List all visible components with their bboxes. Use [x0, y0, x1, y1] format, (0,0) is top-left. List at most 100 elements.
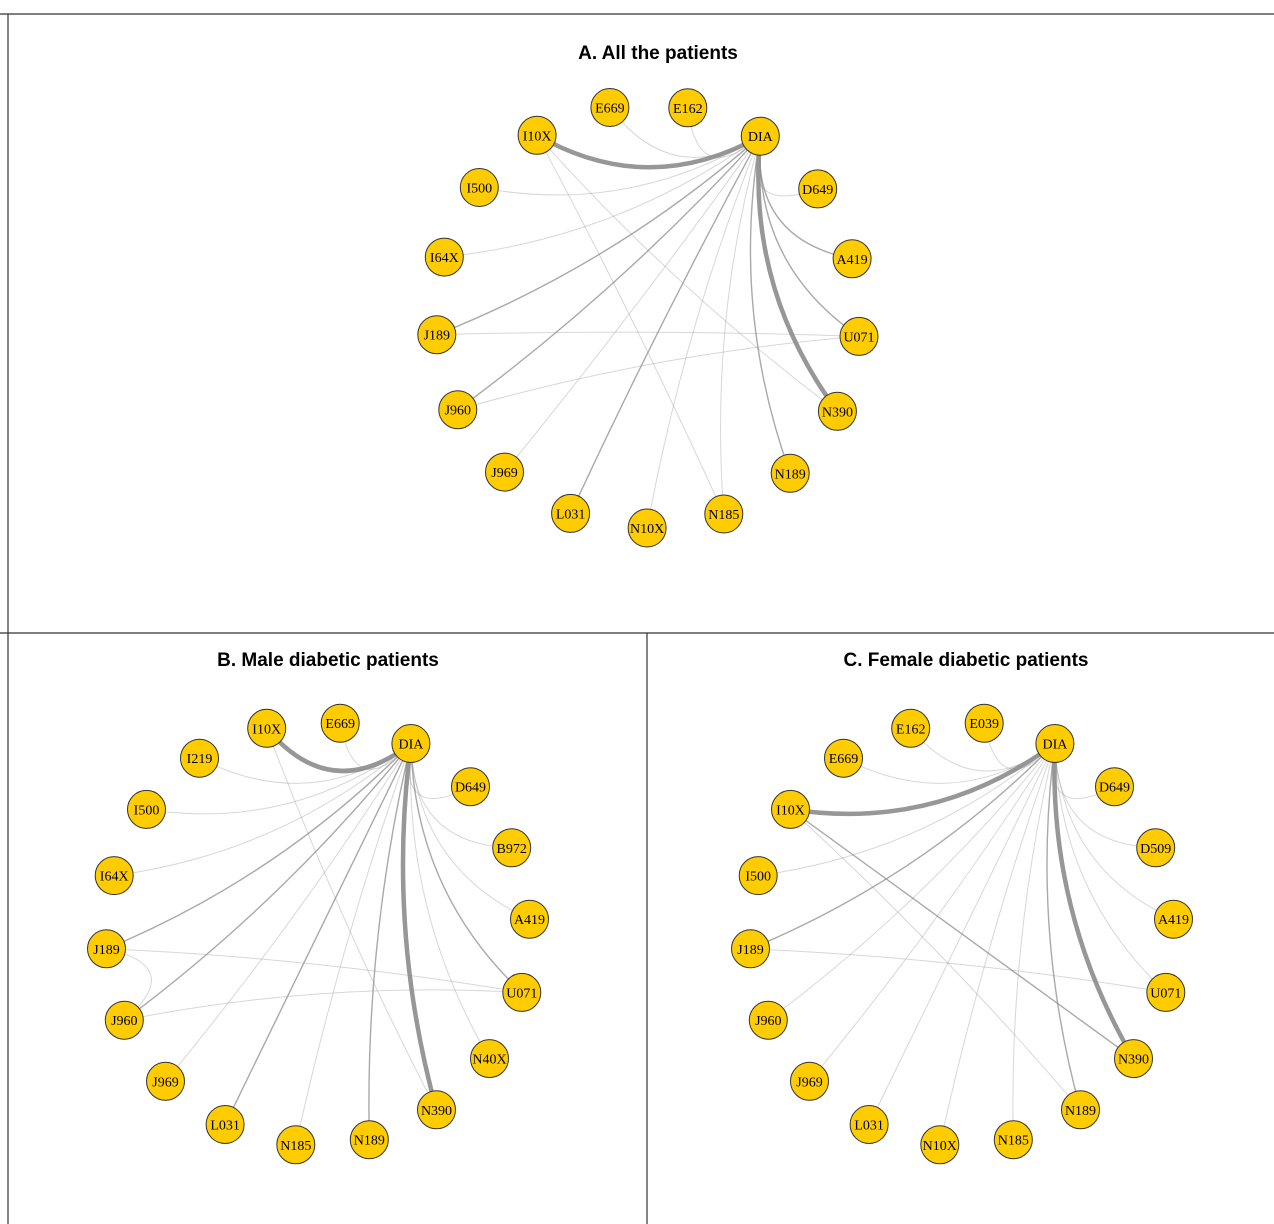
node-circle	[349, 1120, 389, 1160]
node-circle	[817, 391, 857, 431]
node-circle	[770, 453, 810, 493]
edge-dia-a419	[1054, 743, 1174, 920]
edge-dia-n390	[400, 741, 439, 1113]
node-label: N185	[708, 508, 739, 523]
node-circle	[94, 856, 134, 896]
node-circle	[590, 88, 630, 127]
node-d649: D649	[798, 169, 838, 209]
node-dia: DIA	[1035, 724, 1075, 763]
edge-j189-u071	[436, 331, 860, 337]
panel-male-diabetic: B. Male diabetic patients DIA D649 B972 A41…	[87, 650, 549, 1165]
node-u071: U071	[1146, 972, 1186, 1012]
node-label: N189	[354, 1134, 385, 1149]
panel-title-b: B. Male diabetic patients	[217, 650, 439, 671]
node-label: A419	[837, 253, 868, 268]
edge-dia-n189	[368, 742, 412, 1141]
node-circle	[247, 708, 287, 748]
node-circle	[391, 724, 431, 763]
node-j969: J969	[146, 1061, 185, 1101]
node-d509: D509	[1136, 828, 1176, 868]
node-i500: I500	[127, 789, 166, 829]
edge-j189-u071	[106, 948, 523, 993]
node-label: N390	[421, 1104, 452, 1119]
node-i10x: I10X	[247, 708, 287, 748]
node-label: U071	[506, 986, 537, 1001]
edge-dia-i10x	[534, 133, 763, 170]
node-j969: J969	[485, 452, 524, 492]
node-circle	[740, 116, 780, 156]
node-dia: DIA	[740, 116, 780, 156]
node-circle	[517, 115, 557, 155]
node-label: U071	[843, 330, 874, 345]
node-label: A419	[514, 913, 545, 928]
edge-dia-n10x	[646, 135, 761, 529]
node-circle	[1095, 767, 1134, 807]
node-label: J189	[737, 943, 763, 958]
edge-dia-n185	[1012, 743, 1056, 1141]
edge-dia-e162	[910, 727, 1056, 772]
node-e162: E162	[668, 88, 708, 128]
panel-all-patients: A. All the patients DIA D649 A419 U071 N390 N…	[417, 43, 879, 548]
node-i219: I219	[180, 738, 219, 778]
node-n390: N390	[1114, 1039, 1153, 1079]
node-label: DIA	[748, 130, 774, 145]
node-circle	[920, 1125, 960, 1165]
edge-i10x-n390	[536, 134, 838, 412]
edge-dia-i10x	[264, 726, 414, 774]
edge-dia-i64x	[443, 135, 761, 258]
nodes-c: DIA D649 D509 A419 U071 N390 N189 N185 N10X L031 J…	[731, 703, 1193, 1165]
edge-dia-j189	[105, 742, 412, 950]
node-circle	[1061, 1090, 1100, 1130]
node-i10x: I10X	[517, 115, 557, 155]
node-label: E039	[969, 717, 999, 732]
node-circle	[320, 703, 360, 743]
node-circle	[104, 1000, 144, 1040]
nodes-a: DIA D649 A419 U071 N390 N189 N185 N10X L031 J969 J…	[417, 88, 879, 548]
node-circle	[1136, 828, 1176, 868]
node-n390: N390	[417, 1090, 456, 1130]
node-circle	[731, 929, 770, 969]
node-label: N189	[775, 467, 806, 482]
node-j960: J960	[438, 390, 478, 430]
node-n40x: N40X	[470, 1039, 509, 1079]
edge-dia-d509	[1054, 743, 1157, 849]
edge-dia-n189	[1046, 742, 1082, 1111]
edge-dia-j960	[457, 135, 761, 411]
node-circle	[839, 316, 879, 356]
edge-dia-a419	[410, 743, 530, 920]
node-i64x: I64X	[94, 856, 134, 896]
node-n390: N390	[817, 391, 857, 431]
edge-dia-n390	[756, 133, 840, 414]
node-n10x: N10X	[627, 508, 667, 548]
edge-dia-l031	[569, 135, 761, 515]
node-label: J969	[796, 1075, 822, 1090]
node-circle	[668, 88, 708, 128]
node-circle	[276, 1125, 316, 1165]
edge-dia-i500	[757, 743, 1056, 877]
node-label: E162	[896, 722, 926, 737]
node-i500: I500	[459, 168, 499, 207]
node-label: N185	[280, 1139, 311, 1154]
node-circle	[771, 789, 810, 829]
node-label: J189	[93, 943, 119, 958]
node-e039: E039	[964, 703, 1004, 743]
node-circle	[417, 315, 457, 355]
node-label: E162	[673, 102, 703, 117]
edge-dia-n185	[720, 135, 761, 515]
node-label: N40X	[472, 1053, 506, 1068]
node-circle	[790, 1061, 829, 1101]
node-e669: E669	[824, 738, 863, 778]
node-n185: N185	[704, 494, 744, 534]
node-circle	[451, 767, 490, 807]
node-n185: N185	[993, 1120, 1033, 1160]
node-label: L031	[210, 1119, 240, 1134]
node-j960: J960	[104, 1000, 144, 1040]
node-label: L031	[854, 1119, 884, 1134]
node-circle	[824, 738, 863, 778]
node-label: D649	[802, 183, 833, 198]
node-circle	[146, 1061, 185, 1101]
node-n185: N185	[276, 1125, 316, 1165]
edges-b	[105, 722, 530, 1146]
edge-dia-i219	[199, 743, 412, 784]
